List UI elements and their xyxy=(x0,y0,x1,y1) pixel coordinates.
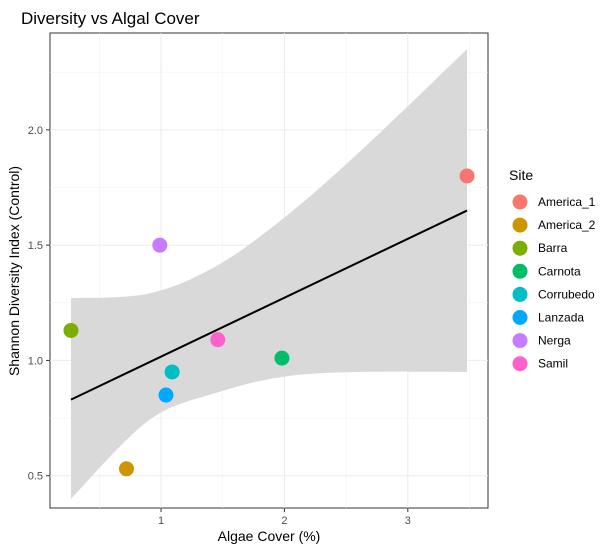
y-tick-label: 1.5 xyxy=(28,240,43,252)
legend-title: Site xyxy=(509,167,533,183)
legend-label: Corrubedo xyxy=(538,287,595,301)
legend-key-lanzada xyxy=(512,310,528,325)
confidence-band-layer xyxy=(71,49,467,499)
x-tick-label: 1 xyxy=(158,515,164,527)
point-corrubedo xyxy=(164,364,180,380)
point-lanzada xyxy=(158,387,174,403)
legend-key-carnota xyxy=(512,263,528,279)
y-axis-title: Shannon Diversity Index (Control) xyxy=(6,166,22,376)
point-samil xyxy=(210,332,226,348)
scatter-points xyxy=(63,168,475,477)
x-tick-label: 3 xyxy=(405,515,411,527)
legend-key-nerga xyxy=(512,333,528,349)
y-axis-ticks: 0.5 1.0 1.5 2.0 xyxy=(28,125,50,483)
y-tick-label: 0.5 xyxy=(28,471,43,483)
legend-key-barra xyxy=(512,240,528,256)
x-axis-ticks: 1 2 3 xyxy=(158,508,411,527)
y-tick-label: 2.0 xyxy=(28,125,43,137)
chart-title: Diversity vs Algal Cover xyxy=(21,9,200,28)
legend-key-samil xyxy=(512,356,528,372)
point-nerga xyxy=(152,237,168,253)
legend-label: Carnota xyxy=(538,264,581,278)
legend-label: Samil xyxy=(538,357,568,371)
y-tick-label: 1.0 xyxy=(28,355,43,367)
trend-line xyxy=(70,209,468,401)
legend-key-america-2 xyxy=(512,217,528,233)
legend-label: Lanzada xyxy=(538,311,584,325)
point-america-1 xyxy=(459,168,475,184)
legend-label: Nerga xyxy=(538,334,571,348)
legend-key-america-1 xyxy=(512,194,528,210)
x-tick-label: 2 xyxy=(281,515,287,527)
legend-key-corrubedo xyxy=(512,286,528,302)
point-carnota xyxy=(274,350,290,366)
legend-label: America_2 xyxy=(538,218,596,232)
legend-label: Barra xyxy=(538,241,568,255)
point-barra xyxy=(63,322,79,338)
point-america-2 xyxy=(118,461,134,477)
x-axis-title: Algae Cover (%) xyxy=(218,528,321,544)
legend: Site America_1 America_2 Barra Carnota Corru… xyxy=(509,167,596,372)
trend-line-layer xyxy=(70,209,468,401)
legend-label: America_1 xyxy=(538,195,596,209)
confidence-band xyxy=(71,49,467,499)
